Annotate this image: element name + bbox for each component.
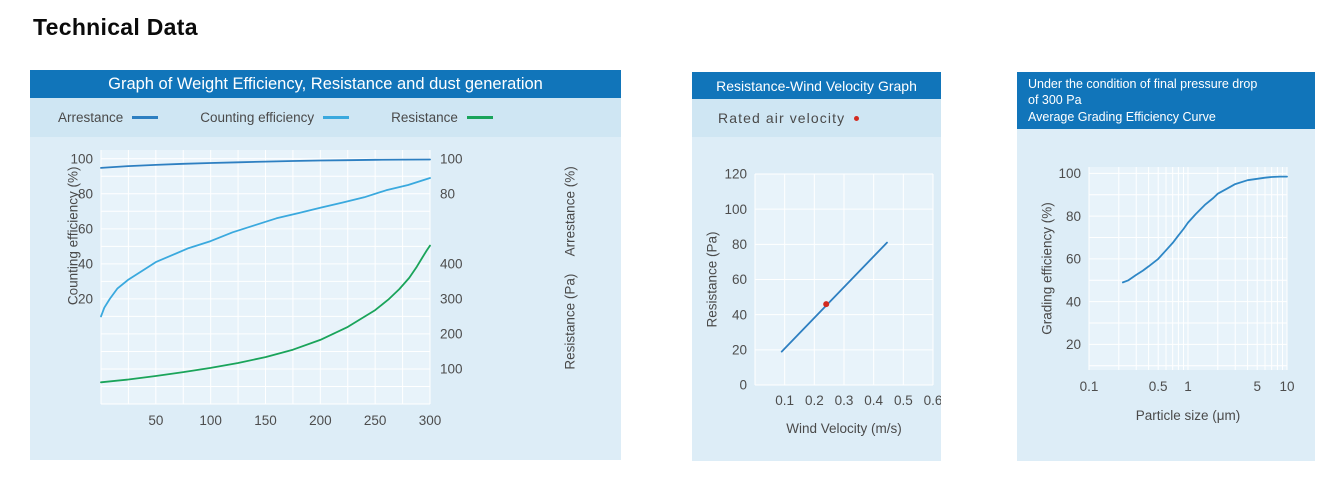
x-tick-label: 0.2 xyxy=(805,393,824,408)
y-tick-label: 60 xyxy=(78,222,93,237)
x-tick-label: 0.4 xyxy=(864,393,883,408)
legend-label-resistance: Resistance xyxy=(391,110,458,125)
x-tick-label: 250 xyxy=(364,413,387,428)
weight-efficiency-chart: 50 100 150 200 250 300 20 40 60 80 100 80 100 100 200 3… xyxy=(30,137,621,460)
weight-efficiency-panel: Graph of Weight Efficiency, Resistance a… xyxy=(30,70,621,460)
resistance-line-swatch xyxy=(466,116,493,119)
x-tick-label: 0.1 xyxy=(775,393,794,408)
legend-item-resistance: Resistance xyxy=(391,110,493,125)
right-axis-label-resistance: Resistance (Pa) xyxy=(563,274,578,370)
rated-air-velocity-dot-swatch xyxy=(854,115,860,121)
legend-item-rated-air-velocity: Rated air velocity xyxy=(718,110,860,126)
right-pa-tick-label: 400 xyxy=(440,257,463,272)
resistance-wind-velocity-panel: Resistance-Wind Velocity Graph Rated air… xyxy=(692,72,941,461)
series-grading-efficiency xyxy=(1122,175,1288,284)
y-tick-label: 80 xyxy=(78,187,93,202)
x-tick-label: 0.3 xyxy=(835,393,854,408)
y-tick-label: 80 xyxy=(1066,209,1081,224)
legend-label-arrestance: Arrestance xyxy=(58,110,124,125)
right-pa-tick-label: 100 xyxy=(440,362,463,377)
y-axis-label: Counting efficiency (%) xyxy=(66,167,81,306)
x-tick-label: 0.1 xyxy=(1080,379,1099,394)
legend-label-counting-efficiency: Counting efficiency xyxy=(200,110,315,125)
x-tick-label: 200 xyxy=(309,413,332,428)
grid xyxy=(1088,167,1288,370)
y-axis-label: Resistance (Pa) xyxy=(705,231,720,327)
x-tick-label: 0.5 xyxy=(894,393,913,408)
x-tick-label: 300 xyxy=(419,413,442,428)
y-tick-label: 40 xyxy=(78,257,93,272)
x-tick-label: 5 xyxy=(1253,379,1261,394)
weight-efficiency-panel-title: Graph of Weight Efficiency, Resistance a… xyxy=(30,70,621,98)
resistance-wind-velocity-chart: 0.1 0.2 0.3 0.4 0.5 0.6 0 20 40 60 80 100 120 Resista… xyxy=(692,137,941,461)
x-tick-label: 100 xyxy=(199,413,222,428)
x-tick-label: 150 xyxy=(254,413,277,428)
resistance-wind-velocity-panel-title: Resistance-Wind Velocity Graph xyxy=(692,72,941,99)
legend-item-arrestance: Arrestance xyxy=(58,110,159,125)
y-tick-label: 60 xyxy=(732,272,747,287)
y-tick-label: 40 xyxy=(732,307,747,322)
grading-efficiency-chart: 0.1 0.5 1 5 10 20 40 60 80 100 Grading efficiency … xyxy=(1017,129,1315,461)
grid xyxy=(754,173,934,386)
right-axis-label-arrestance: Arrestance (%) xyxy=(563,166,578,256)
series-arrestance xyxy=(100,158,431,169)
counting-efficiency-line-swatch xyxy=(323,116,350,119)
grading-efficiency-panel: Under the condition of final pressure dr… xyxy=(1017,72,1315,461)
y-tick-label: 20 xyxy=(732,343,747,358)
rated-air-velocity-legend: Rated air velocity xyxy=(692,99,941,137)
weight-efficiency-legend: Arrestance Counting efficiency Resistanc… xyxy=(30,98,621,137)
series-resistance-vs-wind-velocity xyxy=(780,241,888,353)
page-title: Technical Data xyxy=(33,14,198,40)
y-tick-label: 40 xyxy=(1066,294,1081,309)
right-pa-tick-label: 200 xyxy=(440,327,463,342)
legend-item-counting-efficiency: Counting efficiency xyxy=(200,110,350,125)
y-axis-label: Grading efficiency (%) xyxy=(1040,202,1055,335)
y-tick-label: 80 xyxy=(732,237,747,252)
x-tick-label: 0.5 xyxy=(1149,379,1168,394)
y-tick-label: 0 xyxy=(739,378,747,393)
x-axis-label: Wind Velocity (m/s) xyxy=(786,421,902,436)
y-tick-label: 20 xyxy=(1066,337,1081,352)
right-pa-tick-label: 300 xyxy=(440,292,463,307)
series-counting-efficiency xyxy=(100,177,431,318)
x-tick-label: 10 xyxy=(1279,379,1294,394)
right-pct-tick-label: 80 xyxy=(440,187,455,202)
right-pct-tick-label: 100 xyxy=(440,151,463,166)
y-tick-label: 100 xyxy=(724,202,747,217)
series-resistance xyxy=(100,244,431,384)
y-tick-label: 60 xyxy=(1066,252,1081,267)
x-tick-label: 0.6 xyxy=(924,393,941,408)
marker-rated-air-velocity-point xyxy=(823,301,830,308)
y-tick-label: 100 xyxy=(1058,166,1081,181)
x-tick-label: 1 xyxy=(1184,379,1192,394)
y-tick-label: 100 xyxy=(70,151,93,166)
y-tick-label: 120 xyxy=(724,167,747,182)
x-tick-label: 50 xyxy=(148,413,163,428)
y-tick-label: 20 xyxy=(78,292,93,307)
legend-label-rated-air-velocity: Rated air velocity xyxy=(718,110,846,126)
arrestance-line-swatch xyxy=(132,116,159,119)
x-axis-label: Particle size (μm) xyxy=(1136,408,1241,423)
grading-efficiency-panel-title: Under the condition of final pressure dr… xyxy=(1017,72,1315,129)
